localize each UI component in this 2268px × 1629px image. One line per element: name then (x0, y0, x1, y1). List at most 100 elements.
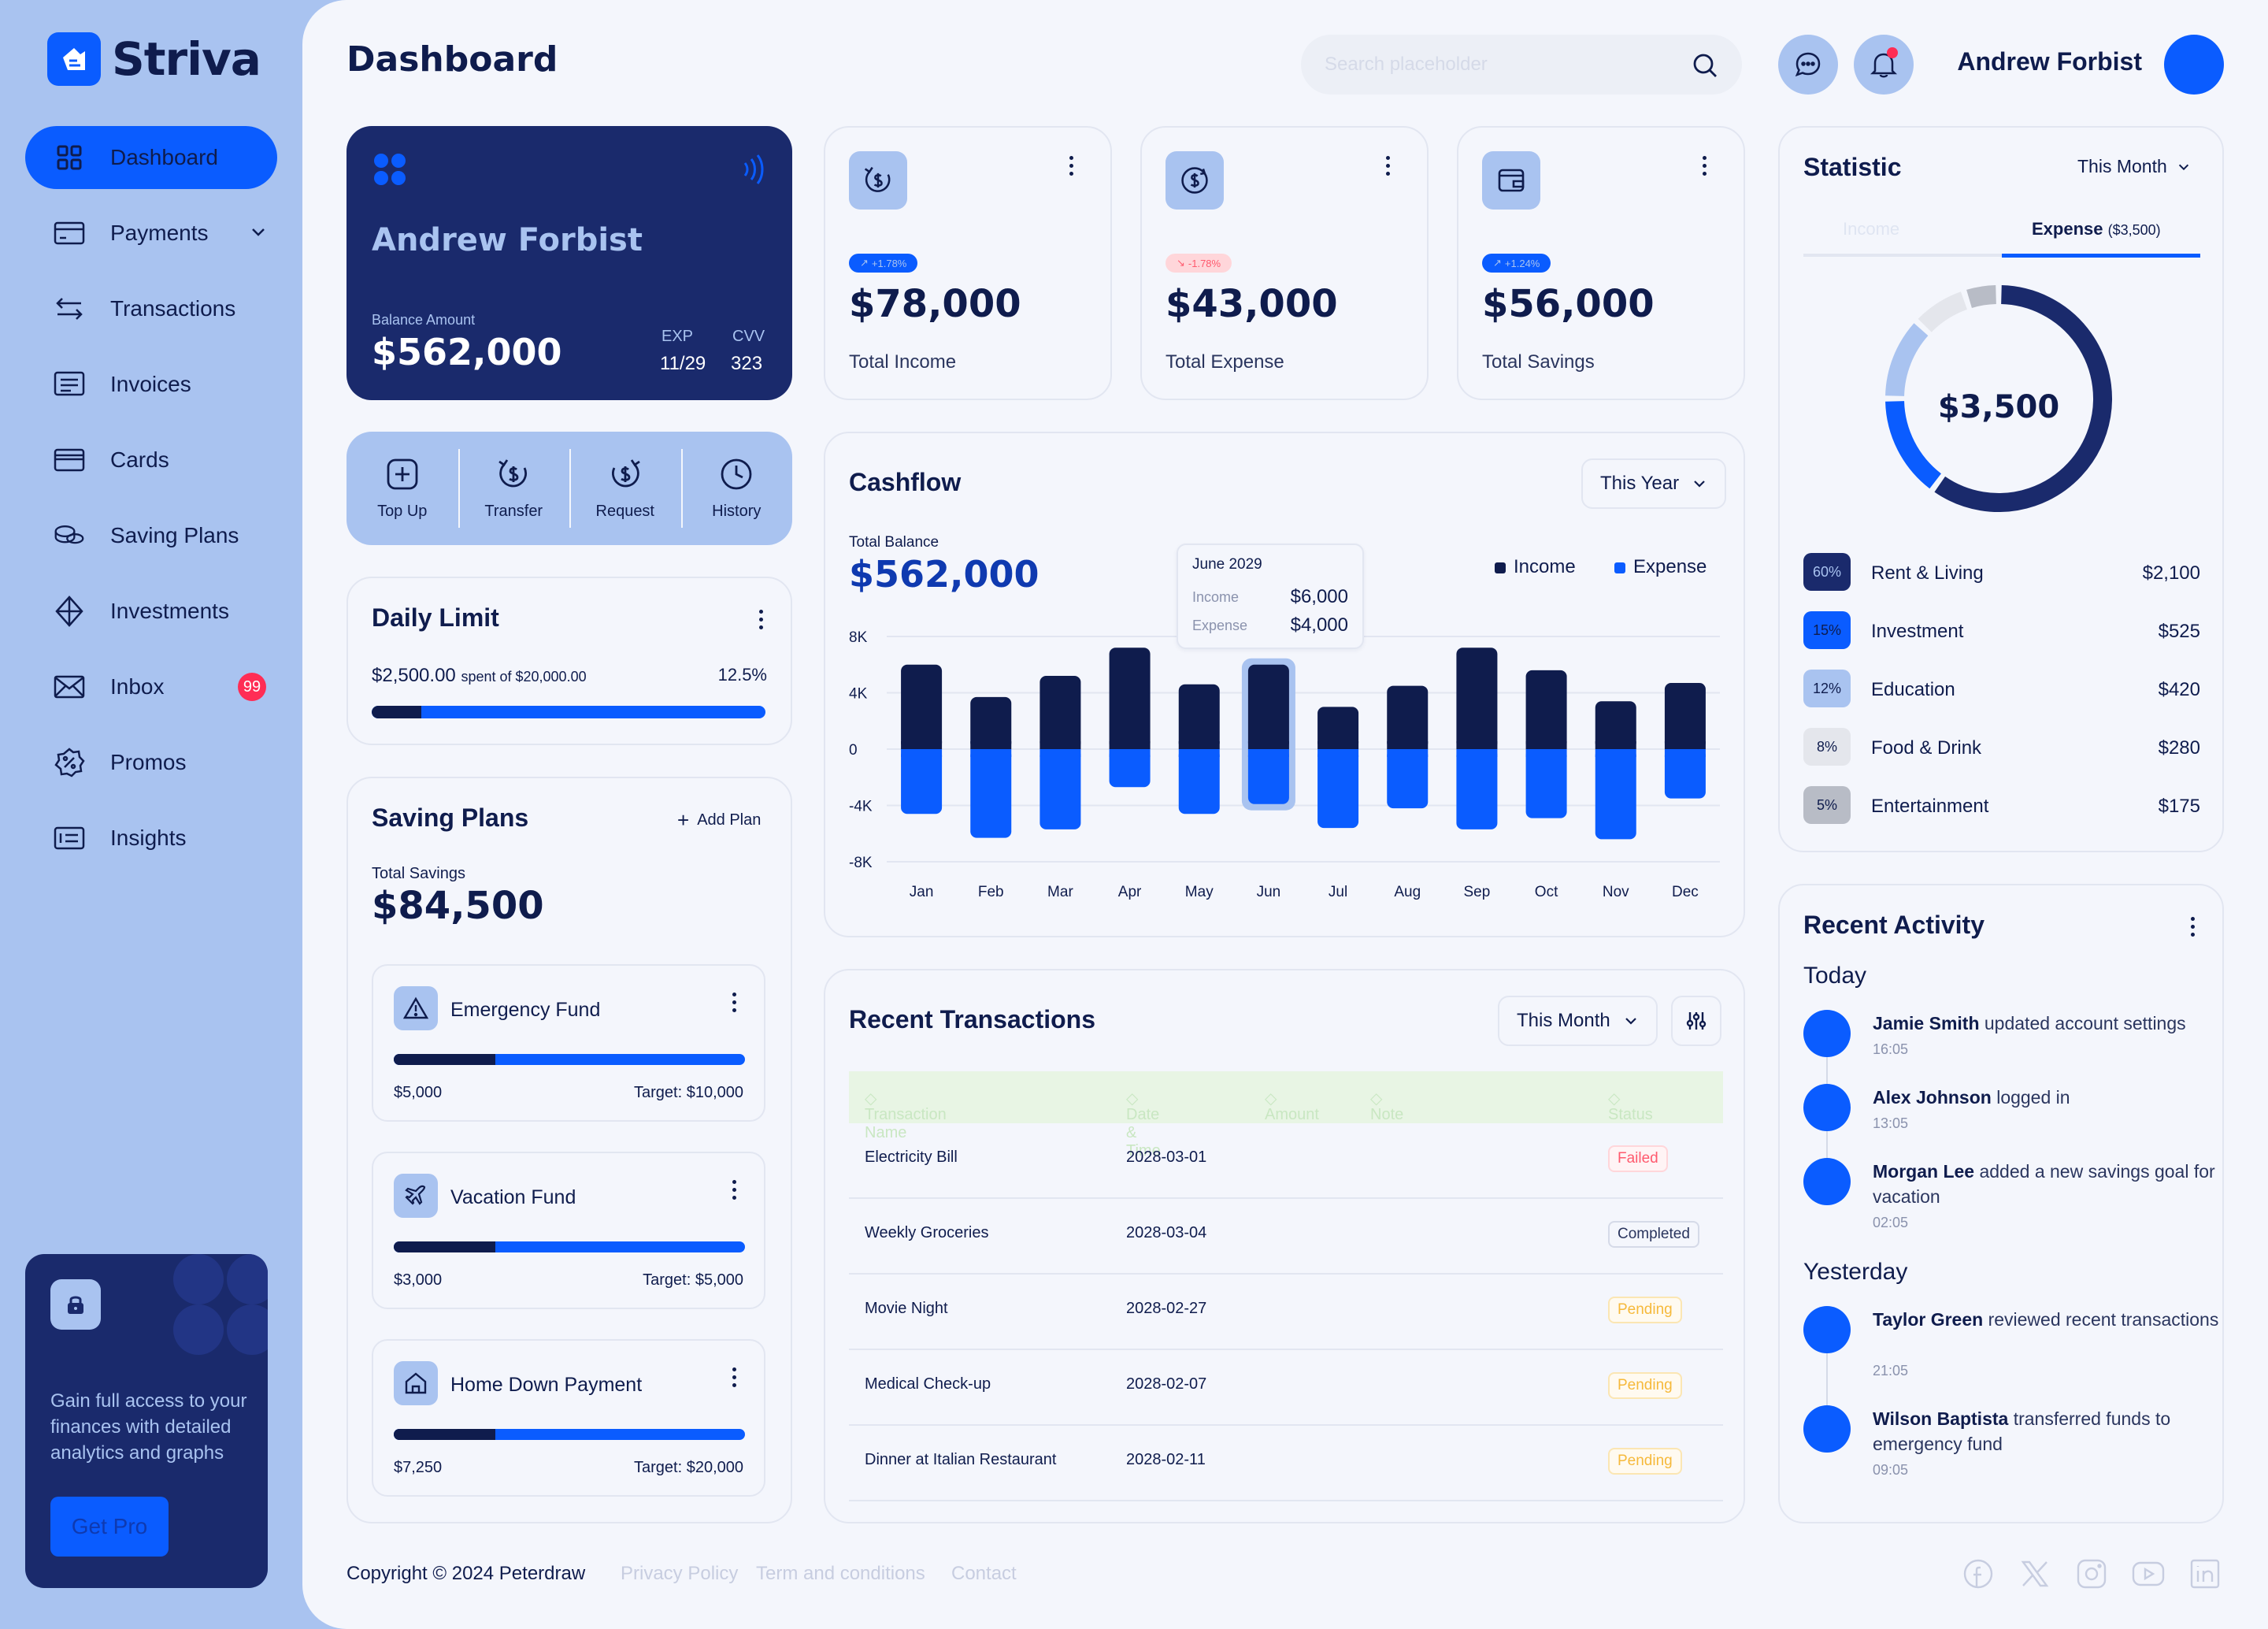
request-button[interactable]: Request (569, 432, 681, 545)
bar-expense-oct[interactable] (1525, 749, 1567, 818)
bar-income-mar[interactable] (1040, 676, 1081, 749)
search-bar[interactable] (1301, 35, 1742, 95)
balance-card[interactable]: Andrew Forbist Balance Amount $562,000 E… (346, 126, 792, 400)
bar-income-nov[interactable] (1595, 701, 1636, 749)
notifications-button[interactable] (1854, 35, 1914, 95)
bar-income-may[interactable] (1178, 684, 1220, 749)
terms-link[interactable]: Term and conditions (756, 1563, 925, 1584)
table-row[interactable]: Movie Night 2028-02-27 Pending (849, 1275, 1723, 1350)
donut-slice-education[interactable] (1885, 323, 1929, 397)
logo[interactable]: Striva (47, 32, 261, 87)
instagram-icon[interactable] (2074, 1557, 2109, 1591)
saving-goal-card[interactable]: Vacation Fund $3,000 Target: $5,000 (372, 1152, 765, 1309)
avatar[interactable] (2164, 35, 2224, 95)
bar-income-feb[interactable] (970, 696, 1012, 749)
get-pro-button[interactable]: Get Pro (50, 1497, 169, 1557)
x-icon[interactable] (2018, 1557, 2052, 1591)
filter-button[interactable] (1671, 996, 1721, 1046)
bar-expense-jul[interactable] (1317, 749, 1359, 829)
chat-button[interactable] (1778, 35, 1838, 95)
history-button[interactable]: History (680, 432, 793, 545)
chevron-down-icon[interactable] (249, 222, 268, 241)
bar-income-oct[interactable] (1525, 670, 1567, 749)
privacy-policy-link[interactable]: Privacy Policy (621, 1563, 739, 1584)
table-row[interactable]: Weekly Groceries 2028-03-04 Completed (849, 1199, 1723, 1275)
search-input[interactable] (1325, 35, 1671, 95)
column-header[interactable]: Status ◇ (1608, 1090, 1653, 1123)
tab-income[interactable]: Income (1843, 219, 1900, 239)
table-row[interactable]: Medical Check-up 2028-02-07 Pending (849, 1350, 1723, 1426)
activity-avatar[interactable] (1803, 1306, 1851, 1353)
bar-expense-apr[interactable] (1109, 749, 1151, 788)
more-options-icon[interactable] (2183, 912, 2202, 941)
donut-slice-food-drink[interactable] (1918, 291, 1968, 332)
linkedin-icon[interactable] (2188, 1557, 2222, 1591)
more-options-icon[interactable] (1695, 151, 1714, 180)
bar-expense-mar[interactable] (1040, 749, 1081, 829)
top-up-button[interactable]: Top Up (346, 432, 458, 545)
table-row[interactable]: Electricity Bill 2028-03-01 Failed (849, 1123, 1723, 1199)
search-icon[interactable] (1692, 52, 1718, 79)
bar-income-apr[interactable] (1109, 648, 1151, 749)
bar-income-jul[interactable] (1317, 707, 1359, 749)
more-options-icon[interactable] (751, 605, 770, 633)
period-dropdown[interactable]: This Month (1498, 996, 1658, 1046)
bar-income-jan[interactable] (901, 664, 943, 749)
more-options-icon[interactable] (724, 1363, 743, 1391)
activity-avatar[interactable] (1803, 1158, 1851, 1205)
bar-expense-jun[interactable] (1247, 749, 1289, 804)
more-options-icon[interactable] (724, 988, 743, 1016)
facebook-icon[interactable] (1961, 1557, 1996, 1591)
contact-link[interactable]: Contact (951, 1563, 1017, 1584)
sidebar-item-inbox[interactable]: Inbox 99 (25, 655, 277, 718)
category-row[interactable]: 12% Education $420 (1803, 670, 2200, 711)
sidebar-item-dashboard[interactable]: Dashboard (25, 126, 277, 189)
cashflow-bar-chart[interactable]: 8K 4K 0 -4K -8K Jan Feb Mar Apr May Jun Jul Aug Sep Oc… (825, 433, 1747, 939)
bar-expense-may[interactable] (1178, 749, 1220, 814)
bar-expense-aug[interactable] (1387, 749, 1429, 809)
activity-avatar[interactable] (1803, 1010, 1851, 1057)
bar-income-aug[interactable] (1387, 685, 1429, 749)
sidebar-item-saving-plans[interactable]: Saving Plans (25, 504, 277, 567)
bar-expense-nov[interactable] (1595, 749, 1636, 840)
donut-slice-rent-living[interactable] (1934, 285, 2112, 512)
sidebar-item-invoices[interactable]: Invoices (25, 353, 277, 416)
more-options-icon[interactable] (1378, 151, 1397, 180)
sidebar-item-insights[interactable]: Insights (25, 807, 277, 870)
more-options-icon[interactable] (724, 1175, 743, 1204)
activity-avatar[interactable] (1803, 1405, 1851, 1453)
bar-expense-sep[interactable] (1456, 749, 1498, 829)
period-dropdown[interactable]: This Year (1581, 458, 1727, 509)
category-row[interactable]: 15% Investment $525 (1803, 611, 2200, 652)
sidebar-item-payments[interactable]: Payments (25, 202, 277, 265)
column-header[interactable]: Date & Time ◇ (1126, 1090, 1161, 1160)
table-row[interactable]: Dinner at Italian Restaurant 2028-02-11 Pe… (849, 1426, 1723, 1501)
sidebar-item-cards[interactable]: Cards (25, 429, 277, 492)
category-row[interactable]: 8% Food & Drink $280 (1803, 728, 2200, 769)
activity-avatar[interactable] (1803, 1084, 1851, 1131)
bar-income-dec[interactable] (1664, 682, 1706, 749)
add-plan-button[interactable]: + Add Plan (677, 808, 762, 832)
column-header[interactable]: Note ◇ (1370, 1090, 1404, 1123)
youtube-icon[interactable] (2131, 1557, 2166, 1591)
user-name[interactable]: Andrew Forbist (1957, 47, 2142, 76)
donut-slice-entertainment[interactable] (1966, 285, 1997, 309)
sidebar-item-investments[interactable]: Investments (25, 580, 277, 643)
bar-income-sep[interactable] (1456, 648, 1498, 749)
sidebar-item-transactions[interactable]: Transactions (25, 277, 277, 340)
period-dropdown[interactable]: This Month (2077, 156, 2191, 177)
expense-donut-chart[interactable] (1881, 280, 2117, 517)
transfer-button[interactable]: Transfer (458, 432, 570, 545)
saving-goal-card[interactable]: Home Down Payment $7,250 Target: $20,000 (372, 1339, 765, 1497)
category-row[interactable]: 5% Entertainment $175 (1803, 786, 2200, 827)
category-row[interactable]: 60% Rent & Living $2,100 (1803, 553, 2200, 594)
bar-expense-feb[interactable] (970, 749, 1012, 838)
bar-expense-jan[interactable] (901, 749, 943, 814)
saving-goal-card[interactable]: Emergency Fund $5,000 Target: $10,000 (372, 964, 765, 1122)
column-header[interactable]: Amount ◇ (1265, 1090, 1319, 1123)
bar-expense-dec[interactable] (1664, 749, 1706, 799)
donut-slice-investment[interactable] (1885, 400, 1942, 489)
column-header[interactable]: Transaction Name ◇ (865, 1090, 947, 1141)
sidebar-item-promos[interactable]: Promos (25, 731, 277, 794)
bar-income-jun[interactable] (1247, 664, 1289, 749)
